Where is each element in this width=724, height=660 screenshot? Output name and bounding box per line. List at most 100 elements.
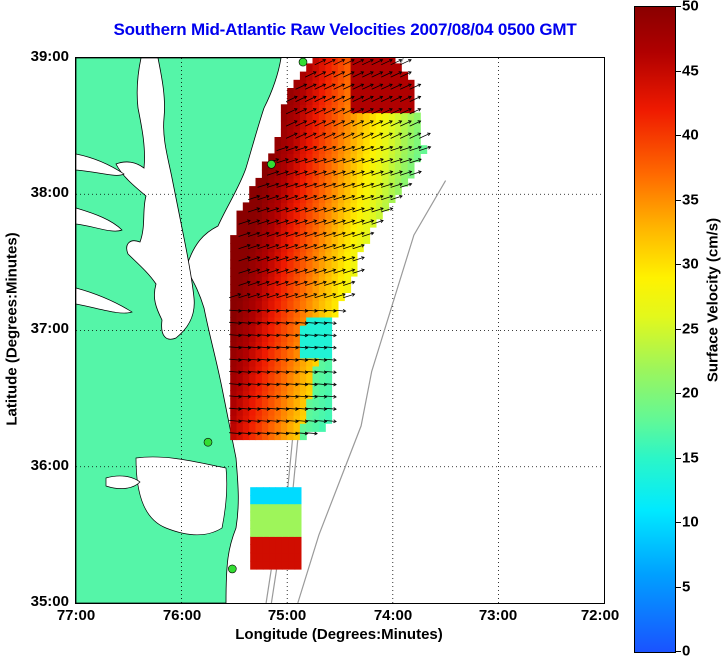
velocity-arrow [419, 146, 431, 151]
velocity-cell [299, 145, 307, 154]
velocity-cell [369, 194, 377, 203]
velocity-arrow [248, 432, 261, 435]
velocity-cell [275, 519, 283, 529]
velocity-cell [363, 112, 371, 122]
velocity-cell [236, 218, 244, 228]
velocity-cell [262, 560, 270, 570]
velocity-arrow [390, 59, 402, 66]
velocity-arrowhead [332, 59, 336, 63]
velocity-arrowhead [380, 182, 384, 187]
velocity-cell [331, 210, 339, 220]
velocity-arrow [276, 420, 289, 422]
velocity-arrow [305, 371, 318, 373]
velocity-cell [299, 226, 307, 236]
velocity-cell [325, 202, 333, 212]
velocity-cell [306, 137, 314, 146]
velocity-cell [394, 63, 402, 73]
velocity-cell [306, 349, 314, 359]
velocity-arrow [324, 71, 336, 78]
velocity-cell [280, 218, 288, 228]
velocity-arrow [362, 232, 374, 237]
velocity-arrow [295, 281, 308, 286]
velocity-cell [325, 333, 333, 342]
velocity-cell [236, 235, 244, 244]
velocity-cell [268, 284, 276, 293]
velocity-arrowhead [351, 83, 355, 88]
velocity-arrow [324, 281, 336, 286]
velocity-cell [375, 161, 383, 171]
velocity-arrow [305, 171, 317, 176]
velocity-arrow [257, 395, 270, 398]
velocity-arrow [343, 183, 355, 188]
velocity-cell [344, 251, 352, 261]
velocity-cell [287, 406, 295, 416]
velocity-cell [306, 300, 314, 310]
velocity-arrowhead [427, 132, 431, 137]
velocity-cell [318, 316, 326, 326]
velocity-cell [344, 112, 352, 122]
velocity-arrow [276, 293, 289, 299]
velocity-cell [236, 292, 244, 302]
velocity-cell [268, 210, 276, 220]
velocity-cell [281, 495, 289, 505]
velocity-cell [293, 333, 301, 342]
velocity-cell [344, 284, 352, 293]
velocity-arrow [352, 220, 365, 225]
velocity-cell [274, 406, 282, 416]
velocity-cell [280, 276, 288, 285]
velocity-cell [401, 112, 409, 122]
velocity-cell [388, 169, 396, 179]
velocity-cell [325, 96, 333, 105]
velocity-cell [249, 325, 257, 334]
velocity-arrow [343, 207, 355, 213]
velocity-arrow [362, 132, 374, 139]
velocity-cell [293, 251, 301, 261]
velocity-cell [344, 153, 352, 163]
velocity-arrowhead [380, 158, 384, 162]
velocity-cell [312, 423, 320, 432]
velocity-arrow [257, 334, 270, 336]
velocity-cell [325, 365, 333, 375]
velocity-arrow [276, 158, 289, 164]
velocity-arrow [314, 207, 327, 213]
velocity-arrow [371, 171, 384, 176]
velocity-arrowhead [360, 95, 365, 100]
velocity-cell [299, 415, 307, 424]
velocity-cell [375, 120, 383, 130]
velocity-arrow [286, 420, 299, 422]
velocity-arrow [276, 244, 289, 250]
velocity-arrow [295, 371, 308, 373]
velocity-cell [280, 104, 288, 114]
velocity-arrow [333, 220, 346, 225]
velocity-cell [331, 235, 339, 244]
velocity-arrowhead [342, 145, 346, 150]
velocity-cell [236, 308, 244, 318]
velocity-arrow [305, 71, 317, 78]
velocity-cell [280, 300, 288, 310]
velocity-cell [288, 544, 296, 554]
velocity-arrow [267, 334, 280, 336]
velocity-cell [401, 104, 409, 114]
velocity-cell [382, 177, 390, 187]
velocity-arrow [409, 132, 421, 139]
velocity-cell [293, 267, 301, 277]
velocity-cell [344, 177, 352, 187]
velocity-cell [363, 145, 371, 154]
velocity-arrow [400, 83, 412, 90]
velocity-cell [268, 259, 276, 269]
velocity-cell [306, 186, 314, 195]
velocity-cell [318, 325, 326, 334]
velocity-vectors [228, 59, 432, 436]
velocity-cell [250, 511, 258, 521]
velocity-cell [274, 333, 282, 342]
velocity-cell [318, 333, 326, 342]
radar-station-marker [267, 160, 276, 169]
velocity-arrow [305, 256, 317, 262]
velocity-arrowhead [332, 231, 337, 236]
velocity-arrow [352, 71, 364, 78]
velocity-cell [312, 325, 320, 334]
velocity-cell [306, 415, 314, 424]
velocity-arrow [381, 71, 393, 78]
velocity-cell [394, 137, 402, 146]
velocity-arrowhead [266, 280, 270, 285]
